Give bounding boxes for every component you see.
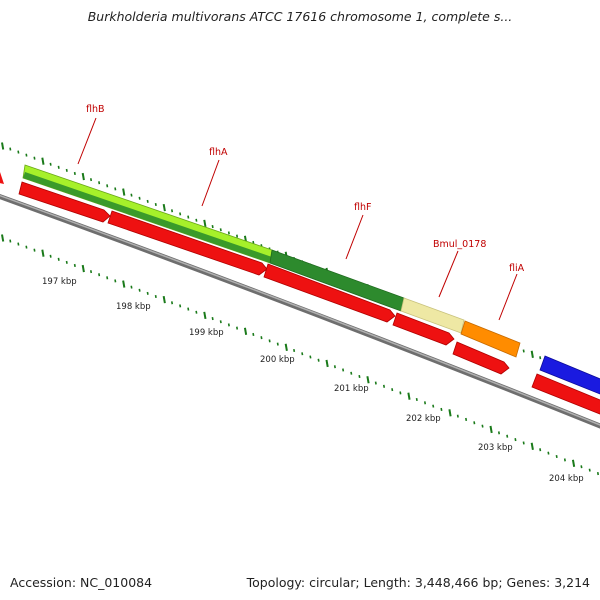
major-tick (41, 157, 45, 165)
cds-arrow-2[interactable] (107, 210, 268, 276)
major-tick (41, 249, 45, 257)
gene-label-Bmul_0178[interactable]: Bmul_0178 (433, 239, 486, 250)
gene-label-flhF[interactable]: flhF (354, 202, 371, 213)
major-tick (122, 280, 126, 288)
cds-arrow-6[interactable] (531, 373, 600, 418)
major-tick (81, 172, 85, 181)
map-title: Burkholderia multivorans ATCC 17616 chro… (87, 9, 513, 24)
major-tick (203, 311, 207, 320)
major-tick (530, 350, 534, 359)
scale-label-198: 198 kbp (116, 302, 151, 312)
gene-labels: flhB flhA flhF Bmul_0178 fliA (77, 104, 525, 321)
major-tick (162, 295, 166, 304)
gene-label-flhA[interactable]: flhA (209, 147, 228, 158)
cds-track (18, 181, 600, 418)
major-tick (489, 425, 493, 434)
gene-label-fliA[interactable]: fliA (509, 263, 525, 274)
gene-blue-feature[interactable] (539, 355, 600, 398)
major-tick (162, 203, 166, 212)
major-tick (448, 409, 452, 417)
gene-red-edge-feature[interactable] (0, 170, 4, 184)
cds-arrow-4[interactable] (392, 312, 455, 346)
scale-label-202: 202 kbp (406, 414, 441, 424)
scale-labels: 197 kbp 198 kbp 199 kbp 200 kbp 201 kbp … (42, 277, 584, 484)
genome-summary-text: Topology: circular; Length: 3,448,466 bp… (246, 575, 590, 590)
scale-label-197: 197 kbp (42, 277, 77, 287)
major-tick (243, 327, 248, 335)
backbone (0, 193, 600, 429)
scale-label-201: 201 kbp (334, 384, 369, 394)
scale-label-204: 204 kbp (549, 474, 584, 484)
scale-label-200: 200 kbp (260, 355, 295, 365)
major-tick (571, 459, 576, 467)
scale-label-199: 199 kbp (189, 328, 224, 338)
feature-track (0, 164, 600, 398)
major-tick (81, 264, 85, 273)
gene-label-flhB[interactable]: flhB (86, 104, 105, 115)
inner-scale-ticks (1, 234, 600, 476)
major-tick (407, 392, 411, 400)
major-tick (1, 234, 5, 242)
gene-green-bar (23, 172, 272, 263)
major-tick (325, 359, 329, 368)
scale-label-203: 203 kbp (478, 443, 513, 453)
cds-arrow-1[interactable] (18, 181, 111, 223)
cds-arrow-3[interactable] (263, 263, 396, 323)
gene-fliA-feature[interactable] (460, 320, 521, 358)
major-tick (284, 343, 288, 351)
major-tick (366, 376, 370, 384)
cds-arrow-5[interactable] (452, 341, 510, 375)
major-tick (203, 219, 207, 228)
accession-text: Accession: NC_010084 (10, 575, 153, 590)
major-tick (122, 188, 126, 196)
major-tick (530, 442, 534, 451)
major-tick (1, 142, 5, 150)
